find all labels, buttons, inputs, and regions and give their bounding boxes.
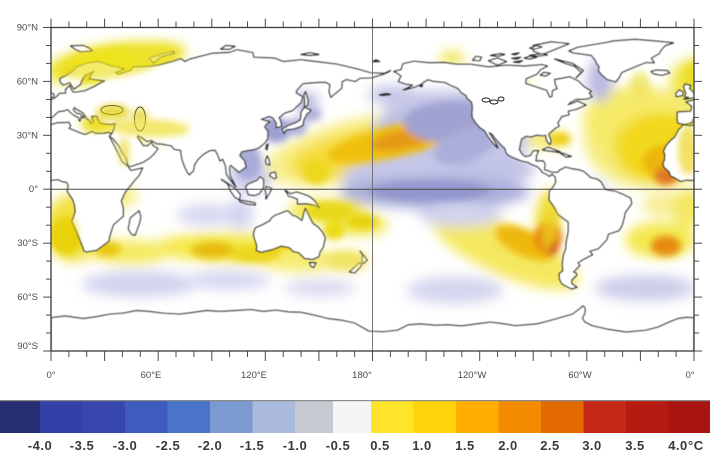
svg-text:2.5: 2.5: [540, 438, 560, 453]
svg-text:120°E: 120°E: [241, 370, 267, 381]
svg-text:0°: 0°: [685, 370, 694, 381]
svg-text:-3.0: -3.0: [113, 438, 137, 453]
svg-text:60°E: 60°E: [141, 370, 162, 381]
svg-text:2.0: 2.0: [498, 438, 518, 453]
svg-text:90°S: 90°S: [17, 341, 38, 352]
svg-text:1.0: 1.0: [412, 438, 432, 453]
svg-text:4.0: 4.0: [668, 438, 688, 453]
svg-text:-1.0: -1.0: [283, 438, 307, 453]
svg-text:0°: 0°: [29, 184, 38, 195]
svg-text:-2.0: -2.0: [198, 438, 222, 453]
svg-text:-0.5: -0.5: [326, 438, 350, 453]
svg-text:30°S: 30°S: [17, 238, 38, 249]
svg-text:0.5: 0.5: [370, 438, 390, 453]
svg-text:1.5: 1.5: [455, 438, 475, 453]
svg-text:-1.5: -1.5: [240, 438, 264, 453]
svg-text:°C: °C: [688, 438, 704, 453]
svg-text:30°N: 30°N: [17, 130, 38, 141]
svg-text:60°W: 60°W: [568, 370, 591, 381]
svg-text:60°S: 60°S: [17, 292, 38, 303]
svg-text:-2.5: -2.5: [156, 438, 180, 453]
svg-text:90°N: 90°N: [17, 23, 38, 34]
svg-text:120°W: 120°W: [458, 370, 487, 381]
svg-text:0°: 0°: [46, 370, 55, 381]
svg-text:-3.5: -3.5: [70, 438, 94, 453]
svg-text:60°N: 60°N: [17, 76, 38, 87]
svg-text:3.0: 3.0: [582, 438, 602, 453]
svg-text:180°: 180°: [352, 370, 372, 381]
svg-text:3.5: 3.5: [625, 438, 645, 453]
svg-text:-4.0: -4.0: [28, 438, 52, 453]
